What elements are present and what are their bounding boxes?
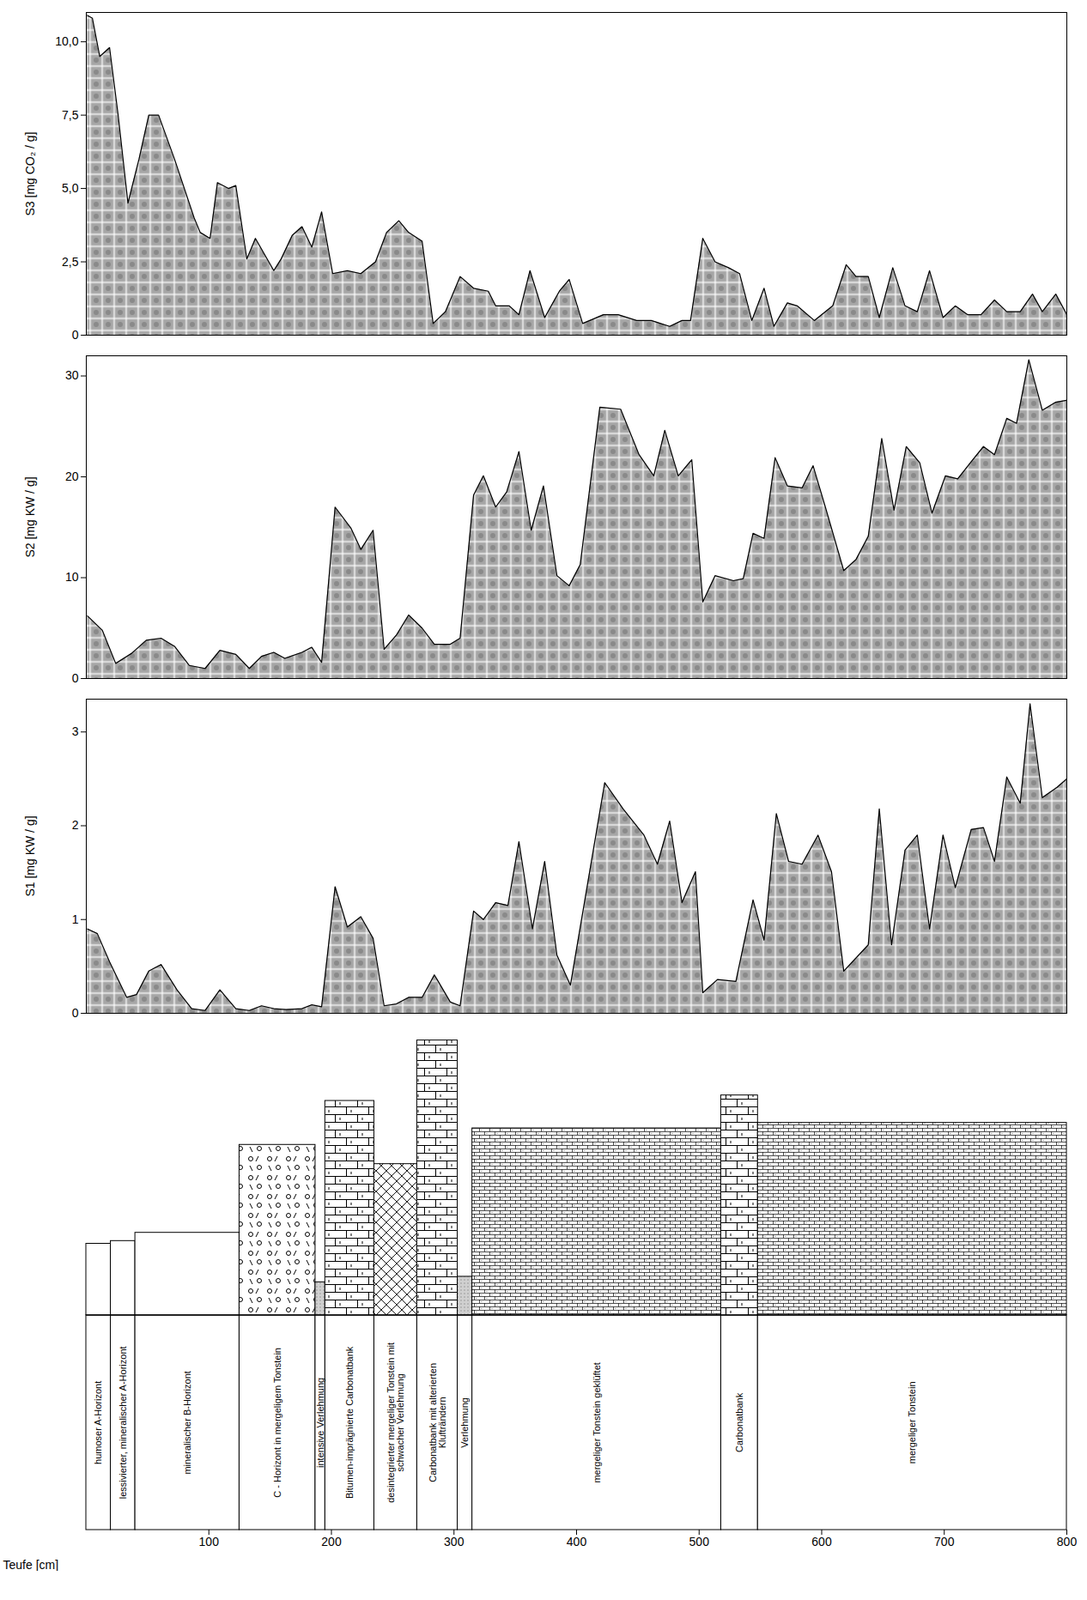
svg-text:0: 0: [72, 1006, 79, 1021]
svg-text:2,5: 2,5: [61, 255, 79, 269]
svg-text:30: 30: [65, 368, 79, 383]
svg-text:10,0: 10,0: [54, 34, 79, 49]
svg-text:3: 3: [72, 724, 79, 739]
svg-text:200: 200: [321, 1535, 342, 1549]
svg-text:2: 2: [72, 818, 79, 832]
svg-text:lessivierter, mineralischer A-: lessivierter, mineralischer A-Horizont: [117, 1346, 128, 1500]
svg-text:700: 700: [934, 1535, 955, 1549]
svg-text:7,5: 7,5: [61, 108, 79, 122]
svg-text:Bitumen-imprägnierte Carbonatb: Bitumen-imprägnierte Carbonatbank: [344, 1346, 355, 1500]
svg-text:intensive Verlehmung: intensive Verlehmung: [315, 1378, 326, 1469]
svg-text:20: 20: [65, 469, 79, 484]
svg-text:800: 800: [1056, 1535, 1078, 1549]
svg-text:humoser A-Horizont: humoser A-Horizont: [92, 1381, 104, 1465]
svg-text:400: 400: [566, 1535, 588, 1549]
svg-text:desintegrierter mergeliger Ton: desintegrierter mergeliger Tonstein mits…: [385, 1342, 406, 1504]
svg-text:mergeliger Tonstein: mergeliger Tonstein: [906, 1381, 917, 1464]
svg-text:0: 0: [72, 671, 79, 686]
svg-text:mineralischer B-Horizont: mineralischer B-Horizont: [182, 1371, 193, 1475]
svg-text:1: 1: [72, 912, 79, 927]
svg-text:Teufe [cm]: Teufe [cm]: [3, 1558, 60, 1573]
svg-text:300: 300: [443, 1535, 465, 1549]
svg-text:10: 10: [65, 570, 79, 584]
svg-text:S3 [mg CO₂ / g]: S3 [mg CO₂ / g]: [23, 131, 37, 216]
svg-text:100: 100: [199, 1535, 220, 1549]
svg-text:Carbonatbank mit alteriertenKl: Carbonatbank mit alteriertenKlufträndern: [426, 1363, 447, 1483]
svg-text:S2 [mg KW / g]: S2 [mg KW / g]: [23, 476, 37, 558]
svg-text:500: 500: [689, 1535, 711, 1549]
svg-text:0: 0: [72, 327, 79, 342]
svg-text:600: 600: [811, 1535, 832, 1549]
svg-text:Carbonatbank: Carbonatbank: [734, 1392, 745, 1453]
svg-text:C - Horizont in mergeligem Ton: C - Horizont in mergeligem Tonstein: [272, 1348, 283, 1499]
svg-text:S1 [mg KW / g]: S1 [mg KW / g]: [23, 815, 37, 897]
svg-text:Verlehmung: Verlehmung: [459, 1397, 470, 1449]
svg-text:mergeliger Tonstein geklüftet: mergeliger Tonstein geklüftet: [591, 1362, 602, 1483]
svg-text:5,0: 5,0: [61, 181, 79, 195]
